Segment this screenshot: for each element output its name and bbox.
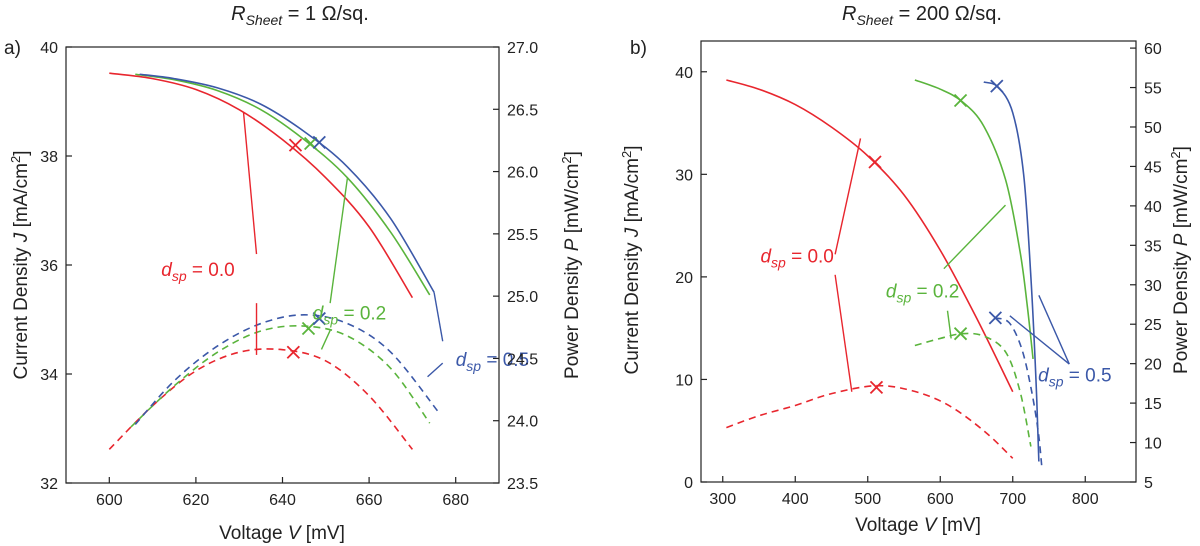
y2-tick-label: 25.0 <box>507 289 538 306</box>
y2-tick-label: 27.0 <box>507 40 538 57</box>
panel-a-y2-axis-label: Power Density P [mW/cm2] <box>559 151 583 379</box>
y2-tick-label: 30 <box>1144 278 1162 295</box>
series-line-p-dsp-0-2 <box>130 325 431 428</box>
panel-a: a) RSheet = 1 Ω/sq. dsp = 0.0 dsp = 0.2 ds… <box>4 3 583 544</box>
annotation-leader-line <box>329 177 349 304</box>
max-power-point-marker <box>288 138 303 152</box>
y-tick-label: 32 <box>40 476 58 493</box>
max-power-point-marker <box>953 327 968 341</box>
x-tick-label: 300 <box>709 491 736 508</box>
y2-tick-label: 26.5 <box>507 102 538 119</box>
y2-tick-label: 20 <box>1144 357 1162 374</box>
y2-tick-label: 25.5 <box>507 227 538 244</box>
x-tick-label: 600 <box>927 491 954 508</box>
max-power-point-marker <box>988 311 1002 325</box>
annotation-leader-line <box>943 204 1007 270</box>
y2-tick-label: 25 <box>1144 317 1162 334</box>
annotation-dsp-label: dsp = 0.5 <box>456 350 529 374</box>
y2-tick-label: 45 <box>1144 159 1162 176</box>
max-power-point-marker <box>869 380 884 394</box>
y-tick-label: 38 <box>40 149 58 166</box>
annotation-leader-line <box>834 274 853 392</box>
x-tick-label: 620 <box>183 492 210 509</box>
annotation-dsp-label: dsp = 0.0 <box>161 260 234 284</box>
y-tick-label: 20 <box>675 270 693 287</box>
x-tick-label: 680 <box>442 492 469 509</box>
series-line-p-dsp-0-5 <box>134 314 440 425</box>
series-line-j-dsp-0-5 <box>983 81 1040 462</box>
annotation-leader-line <box>433 292 444 342</box>
series-line-p-dsp-0-0 <box>726 384 1014 459</box>
y-tick-label: 0 <box>684 475 693 492</box>
panel-b-x-axis-label: Voltage V [mV] <box>855 515 981 536</box>
y2-tick-label: 55 <box>1144 81 1162 98</box>
x-tick-label: 400 <box>782 491 809 508</box>
series-line-p-dsp-0-0 <box>108 348 414 450</box>
max-power-point-marker <box>301 321 316 336</box>
x-tick-label: 660 <box>356 492 383 509</box>
series-line-p-dsp-0-2 <box>914 332 1032 447</box>
panel-a-label: a) <box>4 38 21 59</box>
x-tick-label: 500 <box>854 491 881 508</box>
y2-tick-label: 60 <box>1144 41 1162 58</box>
panel-b: b) RSheet = 200 Ω/sq. dsp = 0.0 dsp = 0.2… <box>619 3 1192 536</box>
annotation-dsp-label: dsp = 0.0 <box>760 247 833 271</box>
y-tick-label: 30 <box>675 167 693 184</box>
x-tick-label: 700 <box>999 491 1026 508</box>
y2-tick-label: 50 <box>1144 120 1162 137</box>
series-line-j-dsp-0-2 <box>914 79 1034 360</box>
y-tick-label: 40 <box>675 65 693 82</box>
panel-a-y-axis-label: Current Density J [mA/cm2] <box>8 151 32 380</box>
y2-tick-label: 24.0 <box>507 414 538 431</box>
max-power-point-marker <box>286 345 300 359</box>
panel-b-title: RSheet = 200 Ω/sq. <box>842 3 1002 28</box>
max-power-point-marker <box>312 311 326 326</box>
panel-b-plot-frame <box>700 40 1137 483</box>
panel-a-title: RSheet = 1 Ω/sq. <box>231 3 369 28</box>
panel-a-plot-frame <box>65 46 500 484</box>
annotation-dsp-label: dsp = 0.5 <box>1038 365 1111 389</box>
y2-tick-label: 35 <box>1144 238 1162 255</box>
annotation-dsp-label: dsp = 0.2 <box>313 304 386 328</box>
y-tick-label: 40 <box>40 40 58 57</box>
annotation-leader-line <box>1038 295 1070 365</box>
panel-b-label: b) <box>630 38 647 59</box>
annotation-dsp-label: dsp = 0.2 <box>886 281 959 305</box>
max-power-point-marker <box>953 93 968 108</box>
max-power-point-marker <box>868 155 882 169</box>
y2-tick-label: 24.5 <box>507 351 538 368</box>
annotation-leader-line <box>1009 315 1070 365</box>
max-power-point-marker <box>312 135 326 150</box>
series-line-j-dsp-0-2 <box>135 73 431 296</box>
panel-a-x-axis-label: Voltage V [mV] <box>219 523 345 544</box>
y-tick-label: 34 <box>40 367 58 384</box>
series-line-p-dsp-0-5 <box>994 317 1043 467</box>
x-tick-label: 800 <box>1072 491 1099 508</box>
max-power-point-marker <box>990 79 1004 93</box>
panel-b-y2-axis-label: Power Density P [mW/cm2] <box>1168 146 1192 374</box>
annotation-leader-line <box>242 112 258 255</box>
annotation-leader-line <box>834 138 862 255</box>
y2-tick-label: 15 <box>1144 396 1162 413</box>
y2-tick-label: 10 <box>1144 436 1162 453</box>
x-tick-label: 600 <box>96 492 123 509</box>
series-line-j-dsp-0-0 <box>109 72 414 299</box>
y-tick-label: 36 <box>40 258 58 275</box>
series-line-j-dsp-0-0 <box>726 79 1014 393</box>
y2-tick-label: 26.0 <box>507 165 538 182</box>
annotation-leader-line <box>427 362 444 378</box>
y2-tick-label: 23.5 <box>507 476 538 493</box>
panel-b-y-axis-label: Current Density J [mA/cm2] <box>619 146 643 375</box>
y2-tick-label: 5 <box>1144 475 1153 492</box>
y2-tick-label: 40 <box>1144 199 1162 216</box>
annotation-leader-line <box>946 310 952 339</box>
series-line-j-dsp-0-5 <box>139 73 435 293</box>
y-tick-label: 10 <box>675 372 693 389</box>
annotation-leader-line <box>320 330 331 350</box>
x-tick-label: 640 <box>269 492 296 509</box>
